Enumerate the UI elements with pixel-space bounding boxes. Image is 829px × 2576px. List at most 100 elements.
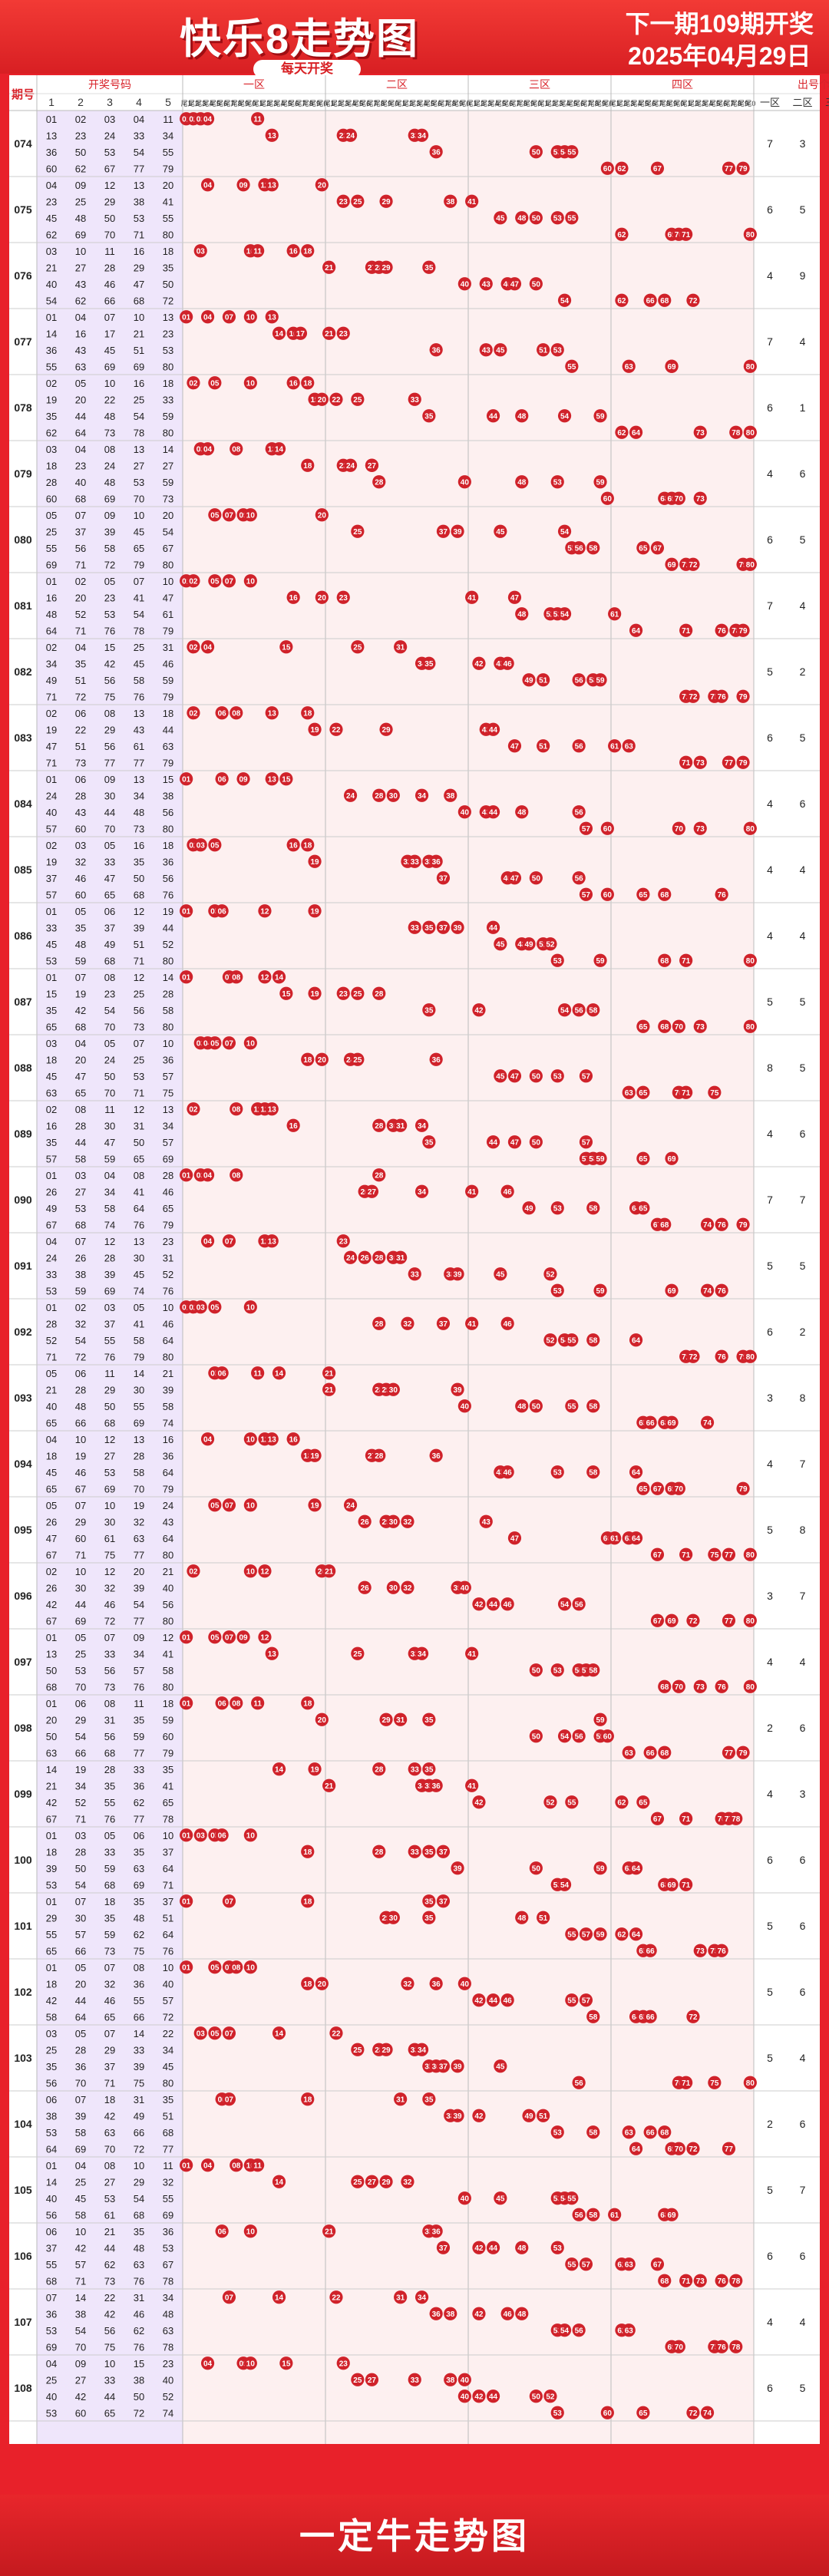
ball-label: 39 [453, 1386, 462, 1395]
ball-label: 40 [461, 2376, 470, 2385]
number-ball [258, 1564, 272, 1578]
number-ball [743, 1547, 757, 1561]
draw-number: 42 [46, 1995, 57, 2006]
draw-number: 10 [75, 246, 86, 257]
ball-label: 35 [424, 1716, 434, 1725]
tail-label: 尾6 [645, 100, 656, 107]
zone-count: 4 [767, 2316, 773, 2328]
number-ball [422, 1003, 436, 1017]
draw-number: 49 [104, 939, 115, 950]
ball-label: 68 [660, 1221, 669, 1230]
draw-number: 50 [75, 147, 86, 158]
ball-label: 75 [710, 1551, 719, 1560]
ball-label: 19 [310, 1765, 319, 1774]
number-ball [522, 1201, 536, 1215]
draw-number: 35 [134, 1846, 144, 1858]
ball-label: 18 [303, 1699, 312, 1708]
issue-number: 084 [14, 798, 32, 810]
ball-label: 79 [738, 627, 748, 636]
tail-label: 尾6 [502, 100, 513, 107]
draw-number: 75 [104, 691, 115, 702]
draw-number: 52 [75, 1797, 86, 1808]
ball-label: 39 [453, 1584, 462, 1593]
draw-number: 48 [75, 1401, 86, 1412]
ball-label: 76 [718, 627, 727, 636]
draw-number: 20 [163, 180, 173, 191]
draw-number: 02 [46, 642, 57, 653]
ball-label: 40 [461, 2195, 470, 2203]
number-ball [565, 145, 579, 159]
issue-number: 097 [14, 1656, 32, 1668]
draw-number: 67 [46, 1813, 57, 1825]
ball-label: 19 [310, 907, 319, 916]
draw-number: 20 [75, 592, 86, 603]
ball-label: 21 [325, 1782, 334, 1791]
ball-label: 35 [424, 264, 434, 272]
ball-label: 65 [639, 1089, 648, 1098]
draw-number: 69 [134, 1417, 144, 1428]
number-ball [586, 541, 600, 555]
draw-number: 65 [46, 1021, 57, 1032]
ball-label: 13 [268, 1435, 277, 1444]
ball-label: 01 [182, 115, 191, 124]
ball-label: 71 [682, 1551, 691, 1560]
draw-number: 37 [46, 873, 57, 884]
header-banner [0, 0, 829, 74]
number-ball [686, 1349, 700, 1363]
draw-number: 35 [134, 1714, 144, 1726]
ball-label: 10 [246, 1567, 256, 1576]
draw-number: 25 [134, 642, 144, 653]
issue-number: 087 [14, 996, 32, 1008]
issue-number: 091 [14, 1260, 32, 1272]
draw-number: 07 [134, 1038, 144, 1049]
draw-number: 32 [104, 1582, 115, 1593]
draw-number: 65 [134, 1153, 144, 1164]
ball-label: 16 [289, 841, 299, 850]
ball-label: 62 [617, 297, 626, 305]
ball-label: 27 [368, 2178, 377, 2187]
ball-label: 44 [489, 412, 498, 421]
zone-count: 6 [767, 401, 773, 414]
number-ball [379, 260, 393, 274]
zone-count: 4 [767, 269, 773, 282]
tail-label: 尾5 [210, 100, 220, 107]
ball-label: 69 [667, 1155, 676, 1164]
draw-number: 73 [104, 2275, 115, 2287]
draw-number: 50 [75, 1863, 86, 1874]
number-ball [550, 1283, 564, 1297]
draw-number: 30 [104, 1516, 115, 1527]
draw-number: 48 [104, 411, 115, 422]
next-draw-info: 下一期109期开奖 2025年04月29日 [626, 8, 814, 72]
ball-label: 03 [197, 1831, 206, 1840]
draw-number: 19 [46, 856, 57, 867]
draw-number: 51 [134, 345, 144, 356]
number-ball [208, 1036, 222, 1050]
number-ball [180, 310, 193, 324]
number-ball [743, 953, 757, 967]
draw-number: 30 [75, 1582, 86, 1593]
ball-label: 13 [268, 132, 277, 140]
ball-label: 05 [210, 1501, 220, 1510]
ball-label: 51 [539, 742, 548, 751]
ball-label: 32 [403, 858, 412, 867]
ball-label: 41 [467, 594, 477, 603]
number-ball [529, 871, 543, 885]
ball-label: 59 [596, 1287, 605, 1296]
draw-number: 01 [46, 576, 57, 587]
ball-label: 20 [318, 1567, 327, 1576]
issue-number: 080 [14, 533, 32, 546]
draw-number: 25 [46, 2374, 57, 2386]
draw-col-label: 3 [107, 96, 113, 108]
number-ball [650, 1481, 665, 1495]
ball-label: 47 [510, 280, 520, 289]
draw-number: 70 [134, 1483, 144, 1494]
ball-label: 01 [182, 1633, 191, 1642]
zone-count: 4 [800, 1656, 806, 1668]
ball-label: 10 [246, 1831, 256, 1840]
number-ball [351, 194, 365, 208]
ball-label: 11 [253, 115, 262, 124]
tail-label: 尾3 [481, 100, 491, 107]
draw-number: 28 [163, 988, 173, 999]
draw-number: 71 [46, 1351, 57, 1362]
draw-number: 20 [134, 1566, 144, 1577]
